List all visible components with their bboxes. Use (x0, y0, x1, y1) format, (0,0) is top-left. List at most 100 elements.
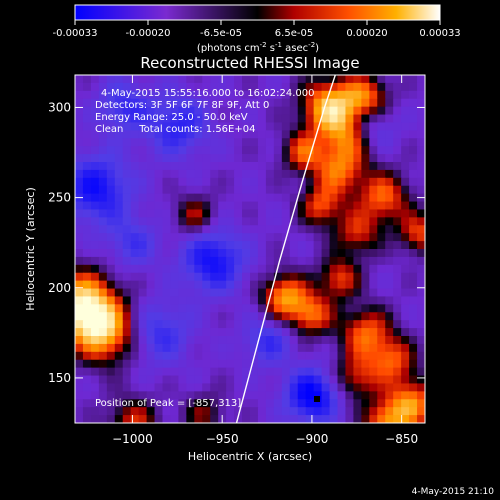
heatmap-cell (250, 304, 259, 313)
heatmap-cell (401, 383, 410, 392)
heatmap-cell (313, 359, 323, 369)
heatmap-cell (257, 193, 267, 203)
heatmap-cell (106, 272, 116, 282)
heatmap-cell (234, 154, 243, 163)
heatmap-cell (146, 391, 156, 400)
heatmap-cell (297, 82, 307, 92)
x-tick-label: −900 (295, 432, 328, 446)
heatmap-cell (170, 249, 179, 258)
heatmap-cell (321, 154, 331, 163)
heatmap-cell (393, 375, 402, 385)
heatmap-cell (345, 225, 354, 234)
heatmap-cell (257, 328, 267, 337)
heatmap-cell (385, 280, 394, 290)
heatmap-cell (90, 193, 100, 203)
heatmap-cell (281, 209, 291, 218)
heatmap-cell (265, 351, 275, 361)
heatmap-cell (106, 296, 116, 305)
heatmap-cell (361, 375, 370, 385)
heatmap-cell (250, 249, 259, 258)
heatmap-cell (393, 233, 402, 242)
heatmap-cell (202, 336, 211, 345)
heatmap-cell (186, 343, 195, 353)
heatmap-cell (210, 351, 219, 361)
heatmap-cell (321, 249, 331, 258)
heatmap-cell (313, 288, 323, 298)
heatmap-cell (393, 343, 402, 353)
heatmap-cell (321, 296, 331, 305)
heatmap-cell (273, 399, 283, 408)
heatmap-cell (98, 328, 108, 337)
heatmap-cell (186, 82, 195, 92)
heatmap-cell (226, 320, 235, 329)
heatmap-cell (210, 249, 219, 258)
heatmap-cell (329, 336, 339, 345)
heatmap-cell (329, 138, 339, 147)
heatmap-cell (305, 312, 315, 321)
heatmap-cell (106, 217, 116, 226)
heatmap-cell (242, 415, 251, 423)
heatmap-cell (305, 130, 315, 139)
heatmap-cell (242, 343, 251, 353)
heatmap-cell (146, 193, 156, 203)
heatmap-cell (305, 249, 315, 258)
heatmap-cell (90, 82, 100, 92)
heatmap-cell (146, 296, 156, 305)
heatmap-cell (82, 249, 92, 258)
heatmap-cell (75, 336, 84, 345)
heatmap-cell (202, 106, 211, 116)
heatmap-cell (114, 415, 124, 423)
heatmap-cell (114, 98, 124, 108)
heatmap-cell (146, 312, 156, 321)
heatmap-cell (162, 415, 172, 423)
heatmap-cell (289, 296, 299, 305)
heatmap-cell (417, 75, 425, 84)
heatmap-cell (202, 169, 211, 179)
heatmap-cell (194, 320, 203, 329)
heatmap-cell (369, 217, 378, 226)
heatmap-cell (297, 351, 307, 361)
heatmap-cell (202, 312, 211, 321)
heatmap-cell (369, 312, 378, 321)
heatmap-cell (257, 82, 267, 92)
chart-title: Reconstructed RHESSI Image (140, 54, 359, 72)
heatmap-cell (186, 169, 195, 179)
heatmap-cell (273, 82, 283, 92)
heatmap-cell (321, 193, 331, 203)
heatmap-cell (321, 209, 331, 218)
heatmap-cell (313, 312, 323, 321)
heatmap-cell (186, 209, 195, 218)
heatmap-cell (210, 185, 219, 195)
heatmap-cell (218, 193, 227, 203)
heatmap-cell (257, 130, 267, 139)
heatmap-cell (321, 304, 331, 313)
heatmap-cell (369, 415, 378, 423)
heatmap-cell (178, 296, 187, 305)
heatmap-cell (202, 272, 211, 282)
heatmap-cell (273, 407, 283, 416)
heatmap-cell (377, 304, 386, 313)
heatmap-cell (106, 225, 116, 234)
heatmap-cell (409, 225, 418, 234)
heatmap-cell (226, 185, 235, 195)
heatmap-cell (401, 138, 410, 147)
heatmap-cell (234, 217, 243, 226)
heatmap-cell (210, 82, 219, 92)
heatmap-cell (75, 169, 84, 179)
heatmap-cell (313, 249, 323, 258)
heatmap-cell (234, 98, 243, 108)
heatmap-cell (257, 122, 267, 131)
x-tick-label: −850 (385, 432, 418, 446)
heatmap-cell (202, 193, 211, 203)
heatmap-cell (289, 98, 299, 108)
heatmap-cell (257, 256, 267, 266)
heatmap-cell (138, 399, 148, 408)
heatmap-cell (250, 272, 259, 282)
heatmap-cell (75, 367, 84, 377)
heatmap-cell (297, 367, 307, 377)
heatmap-cell (218, 320, 227, 329)
heatmap-cell (329, 391, 339, 400)
heatmap-cell (194, 138, 203, 147)
heatmap-cell (305, 177, 315, 187)
heatmap-cell (377, 122, 386, 131)
